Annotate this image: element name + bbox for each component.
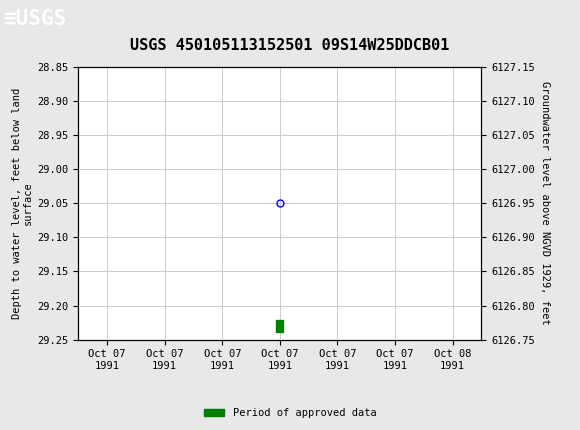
Text: USGS 450105113152501 09S14W25DDCB01: USGS 450105113152501 09S14W25DDCB01 — [130, 38, 450, 52]
Y-axis label: Depth to water level, feet below land
surface: Depth to water level, feet below land su… — [12, 88, 33, 319]
Text: ≡USGS: ≡USGS — [3, 9, 66, 29]
Y-axis label: Groundwater level above NGVD 1929, feet: Groundwater level above NGVD 1929, feet — [541, 81, 550, 325]
Bar — [277, 320, 283, 332]
Legend: Period of approved data: Period of approved data — [200, 404, 380, 423]
